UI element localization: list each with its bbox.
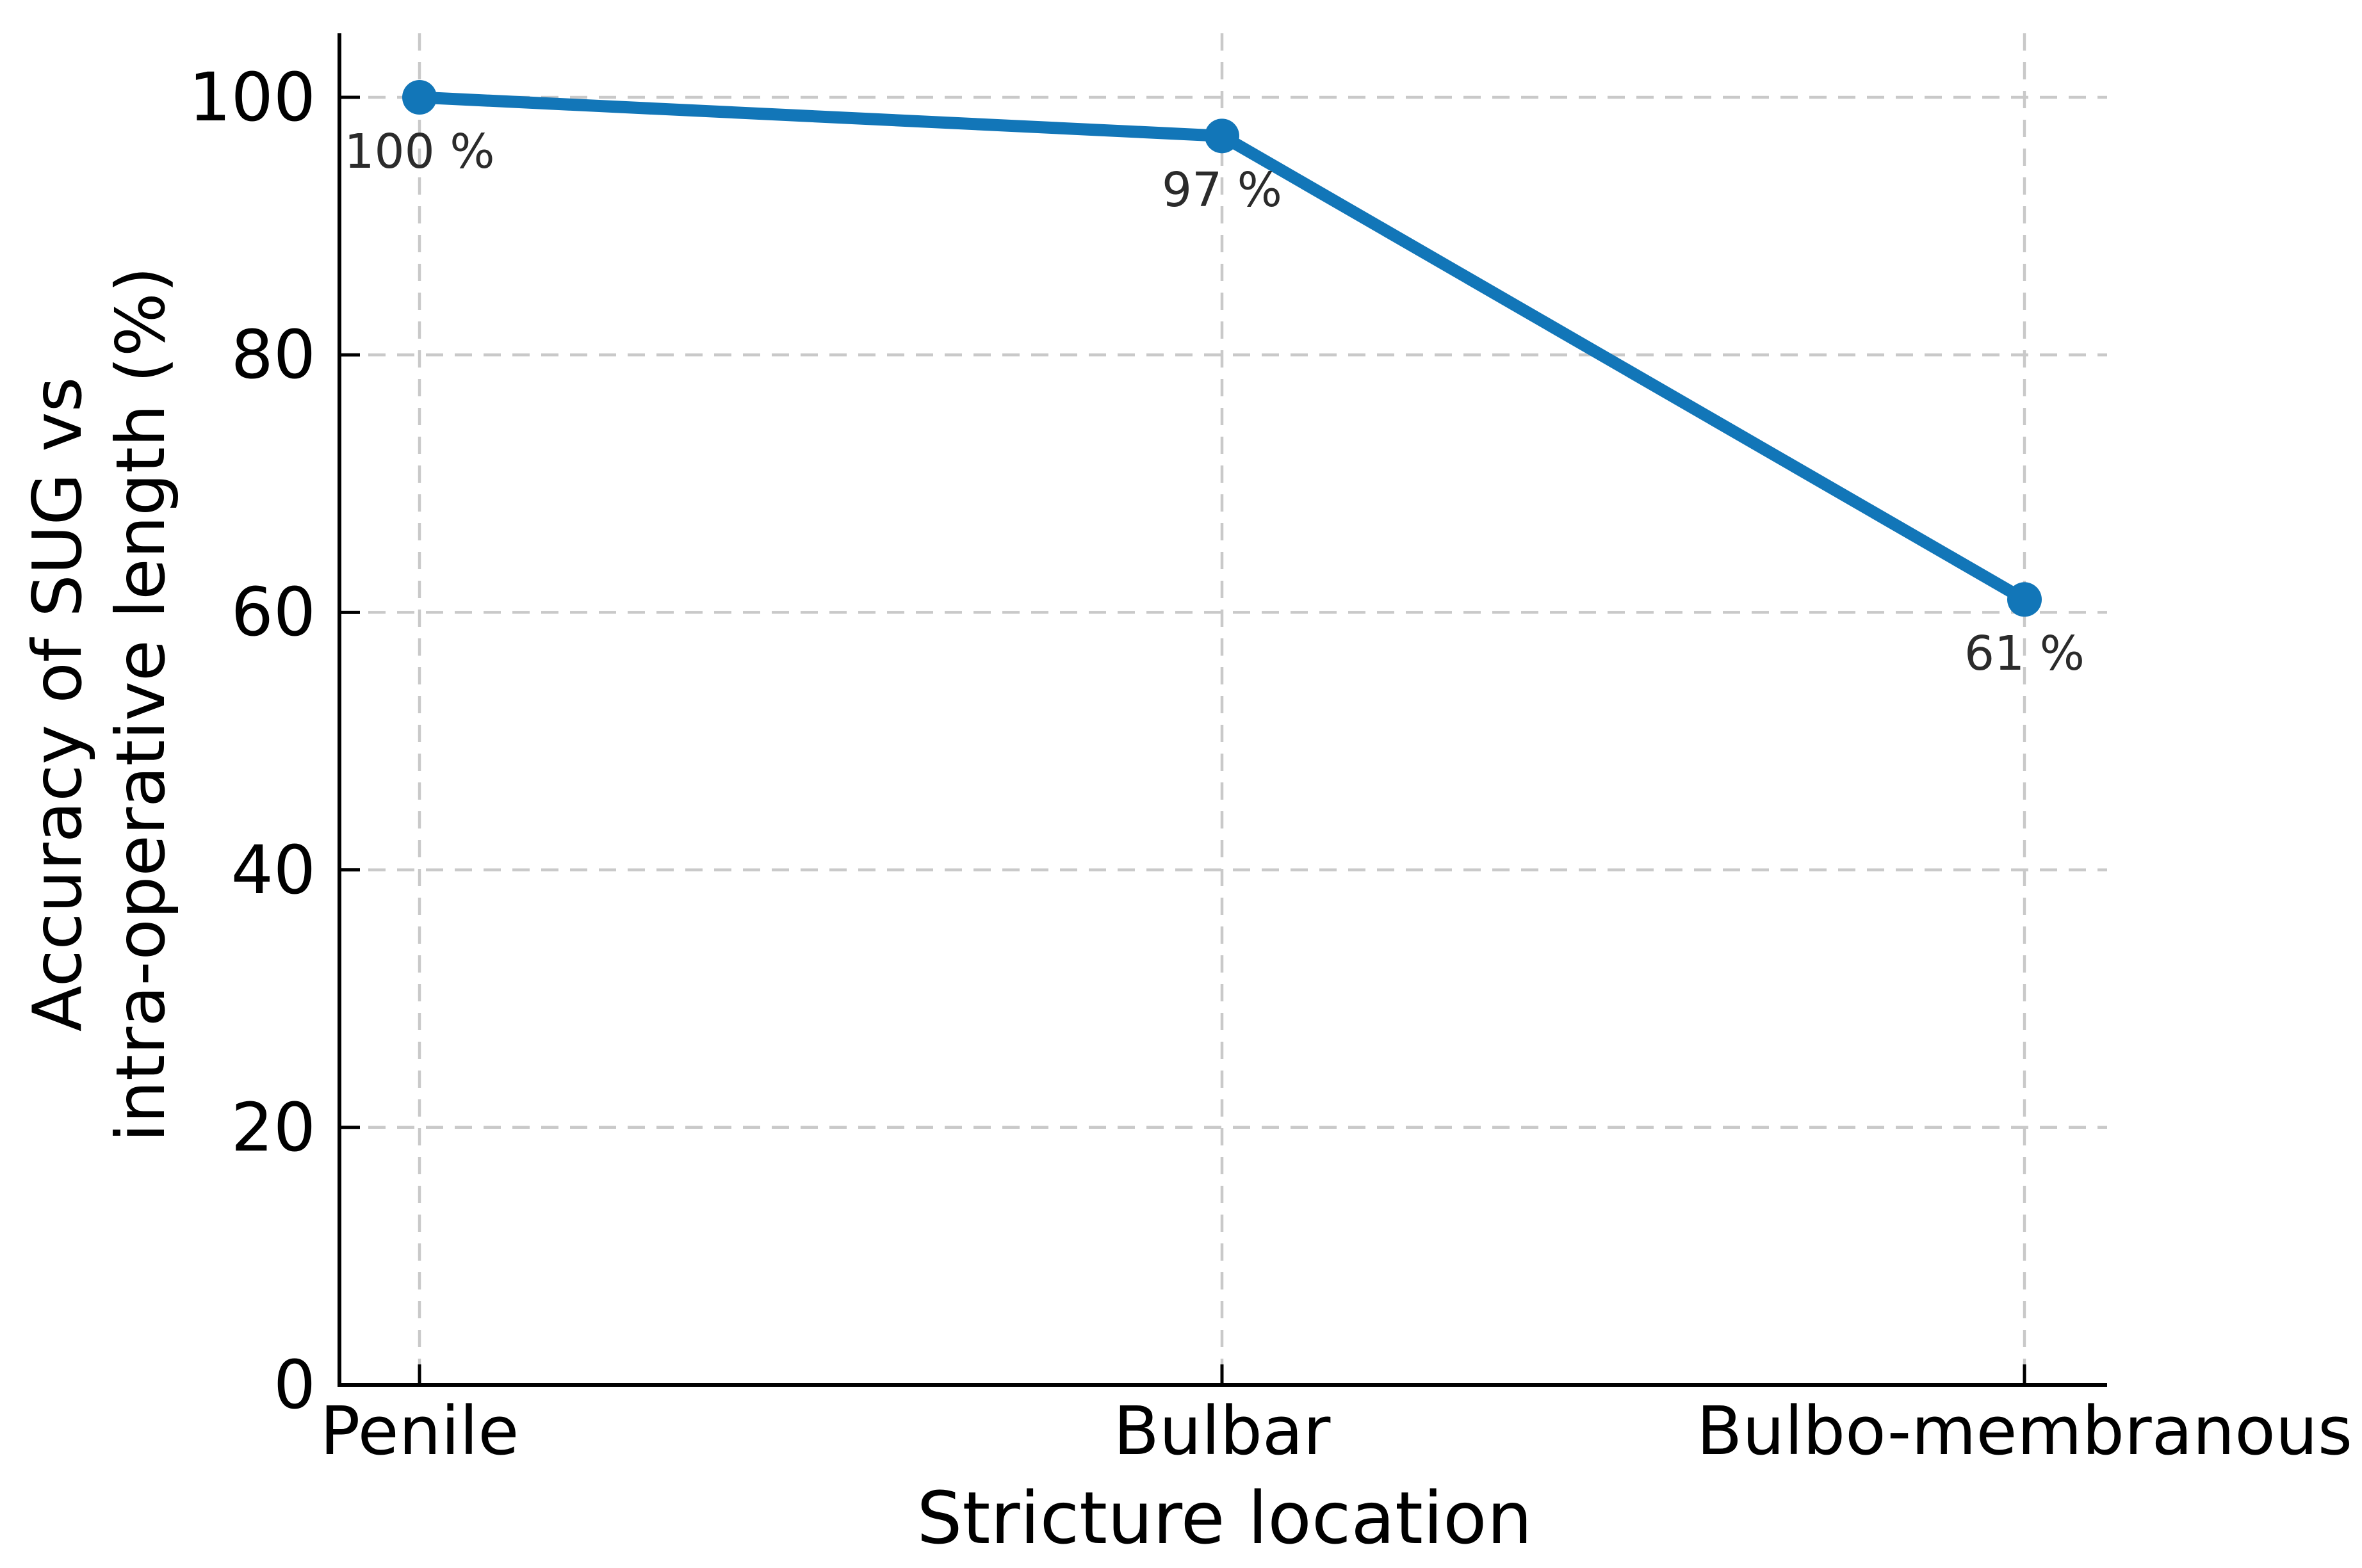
y-tick-label-60: 60 — [231, 573, 316, 651]
x-tick-label-penile: Penile — [320, 1392, 519, 1470]
point-label-bulbomembranous: 61 % — [1964, 626, 2085, 681]
y-tick-label-20: 20 — [231, 1088, 316, 1167]
y-axis-title-line-2: intra-operative length (%) — [102, 266, 180, 1142]
y-tick-label-80: 80 — [231, 316, 316, 394]
point-label-penile: 100 % — [344, 124, 495, 179]
x-tick-label-bulbar: Bulbar — [1113, 1392, 1331, 1470]
point-label-bulbar: 97 % — [1162, 163, 1282, 218]
y-axis-title: Accuracy of SUG vs intra-operative lengt… — [16, 266, 183, 1142]
y-tick-label-100: 100 — [188, 58, 316, 136]
y-axis-title-line-1: Accuracy of SUG vs — [19, 376, 97, 1032]
data-point-marker — [402, 80, 437, 115]
x-tick-label-bulbomembranous: Bulbo-membranous — [1696, 1392, 2353, 1470]
data-point-marker — [2007, 582, 2042, 617]
y-tick-label-0: 0 — [273, 1346, 316, 1424]
x-axis-title: Stricture location — [916, 1477, 1533, 1560]
y-tick-label-40: 40 — [231, 831, 316, 909]
data-point-marker — [1205, 118, 1239, 154]
